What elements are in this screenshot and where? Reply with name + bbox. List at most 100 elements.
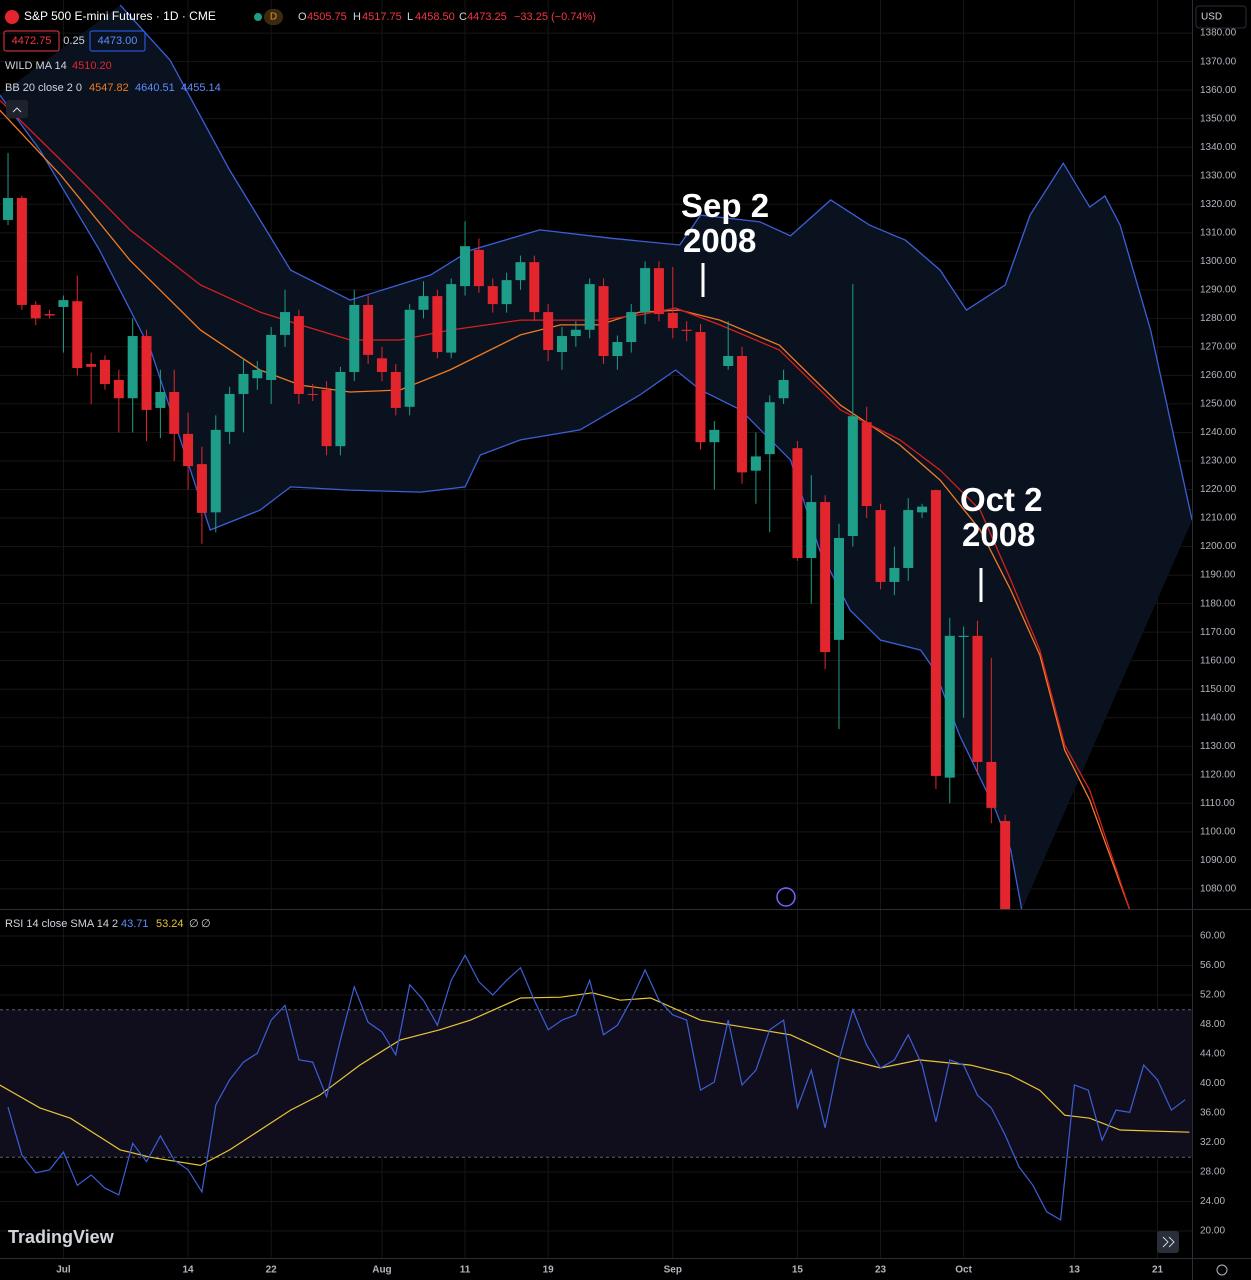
candle-body xyxy=(570,329,581,337)
rsi-band xyxy=(0,1009,1192,1158)
candle-body xyxy=(806,502,817,558)
interval-badge-bg xyxy=(264,9,283,25)
y-tick-label: 28.00 xyxy=(1200,1167,1225,1178)
y-tick-label: 1180.00 xyxy=(1200,598,1236,609)
y-tick-label: 20.00 xyxy=(1200,1226,1225,1237)
x-tick-label: Aug xyxy=(372,1265,391,1276)
candle-body xyxy=(252,369,263,379)
ohlc-value: 4505.75 xyxy=(307,11,347,23)
legend-label: RSI 14 close SMA 14 2 xyxy=(5,918,118,930)
legend-value: ∅ xyxy=(189,918,199,930)
candle-body xyxy=(30,304,41,319)
candle-body xyxy=(958,635,969,637)
candle-body xyxy=(141,336,152,410)
x-tick-label: 23 xyxy=(875,1265,887,1276)
y-tick-label: 1230.00 xyxy=(1200,456,1237,467)
y-tick-label: 1380.00 xyxy=(1200,28,1237,39)
x-tick-label: 11 xyxy=(460,1265,471,1276)
candle-body xyxy=(529,262,540,313)
bid-box[interactable] xyxy=(3,30,60,52)
y-tick-label: 36.00 xyxy=(1200,1108,1225,1119)
candle-body xyxy=(778,379,789,399)
candle-body xyxy=(847,416,858,537)
x-tick-label: 13 xyxy=(1069,1265,1081,1276)
candle-body xyxy=(515,262,526,281)
candle-body xyxy=(640,268,651,313)
y-tick-label: 1210.00 xyxy=(1200,513,1237,524)
legend-value: 43.71 xyxy=(121,918,149,930)
candle-body xyxy=(653,268,664,315)
candle-body xyxy=(917,506,928,513)
candle-body xyxy=(210,429,221,513)
candle-body xyxy=(44,314,55,316)
y-tick-label: 40.00 xyxy=(1200,1078,1225,1089)
x-tick-label: 14 xyxy=(183,1265,195,1276)
y-tick-label: 1190.00 xyxy=(1200,570,1236,581)
settings[interactable] xyxy=(1216,1264,1228,1276)
candle-body xyxy=(875,510,886,582)
overlay-line xyxy=(0,94,1023,909)
annotation-text: Sep 2 xyxy=(681,187,769,224)
y-tick-label: 1160.00 xyxy=(1200,655,1236,666)
y-tick-label: 24.00 xyxy=(1200,1196,1225,1207)
candle-body xyxy=(487,286,498,305)
legend-value: 4640.51 xyxy=(135,82,175,94)
candle-body xyxy=(695,332,706,443)
candle-body xyxy=(750,456,761,471)
y-tick-label: 1360.00 xyxy=(1200,85,1237,96)
x-tick-label: 22 xyxy=(266,1265,278,1276)
candle-body xyxy=(58,300,69,307)
candle-body xyxy=(543,312,554,351)
candle-body xyxy=(598,286,609,357)
y-tick-label: 1370.00 xyxy=(1200,56,1237,67)
annotation-text: Oct 2 xyxy=(960,481,1043,518)
currency-button[interactable] xyxy=(1195,5,1247,29)
legend-label: WILD MA 14 xyxy=(5,60,67,72)
ask-box[interactable] xyxy=(89,30,146,52)
candle-body xyxy=(307,393,318,395)
scroll-button[interactable] xyxy=(776,887,796,907)
candle-body xyxy=(321,389,332,447)
candle-body xyxy=(861,422,872,507)
candle-body xyxy=(681,329,692,331)
x-tick-label: Sep xyxy=(664,1265,682,1276)
ohlc-label: C xyxy=(459,11,467,23)
candle-body xyxy=(99,360,110,384)
collapse-button[interactable] xyxy=(6,100,28,118)
candle-body xyxy=(764,402,775,455)
candle-body xyxy=(349,304,360,372)
candle-body xyxy=(155,391,166,408)
candle-body xyxy=(16,197,27,305)
interval-badge: D xyxy=(270,12,277,23)
candle-body xyxy=(667,312,678,329)
ohlc-label: O xyxy=(298,11,307,23)
candle-body xyxy=(113,379,124,399)
scroll-icon xyxy=(1162,1236,1175,1248)
annotation-text: 2008 xyxy=(962,516,1035,553)
candle-body xyxy=(833,538,844,640)
y-tick-label: 1110.00 xyxy=(1200,798,1235,809)
y-tick-label: 1330.00 xyxy=(1200,170,1237,181)
candle-body xyxy=(432,296,443,353)
candle-body xyxy=(944,635,955,778)
candle-body xyxy=(446,284,457,353)
candle-body xyxy=(584,284,595,330)
y-tick-label: 1220.00 xyxy=(1200,484,1237,495)
x-tick-label: 15 xyxy=(792,1265,804,1276)
candle-body xyxy=(903,510,914,568)
candle-body xyxy=(335,371,346,447)
y-tick-label: 1350.00 xyxy=(1200,113,1237,124)
y-tick-label: 48.00 xyxy=(1200,1019,1225,1030)
y-tick-label: 1300.00 xyxy=(1200,256,1237,267)
candle-body xyxy=(930,490,941,776)
candle-body xyxy=(1000,820,1011,909)
candle-body xyxy=(280,312,291,335)
legend-value: ∅ xyxy=(201,918,211,930)
candle-body xyxy=(238,373,249,394)
axes: 1080.001090.001100.001110.001120.001130.… xyxy=(56,28,1236,1276)
ask: 4473.00 xyxy=(98,35,138,47)
candle-body xyxy=(889,567,900,582)
x-tick-label: Jul xyxy=(56,1265,71,1276)
ohlc-value: 4458.50 xyxy=(415,11,455,23)
